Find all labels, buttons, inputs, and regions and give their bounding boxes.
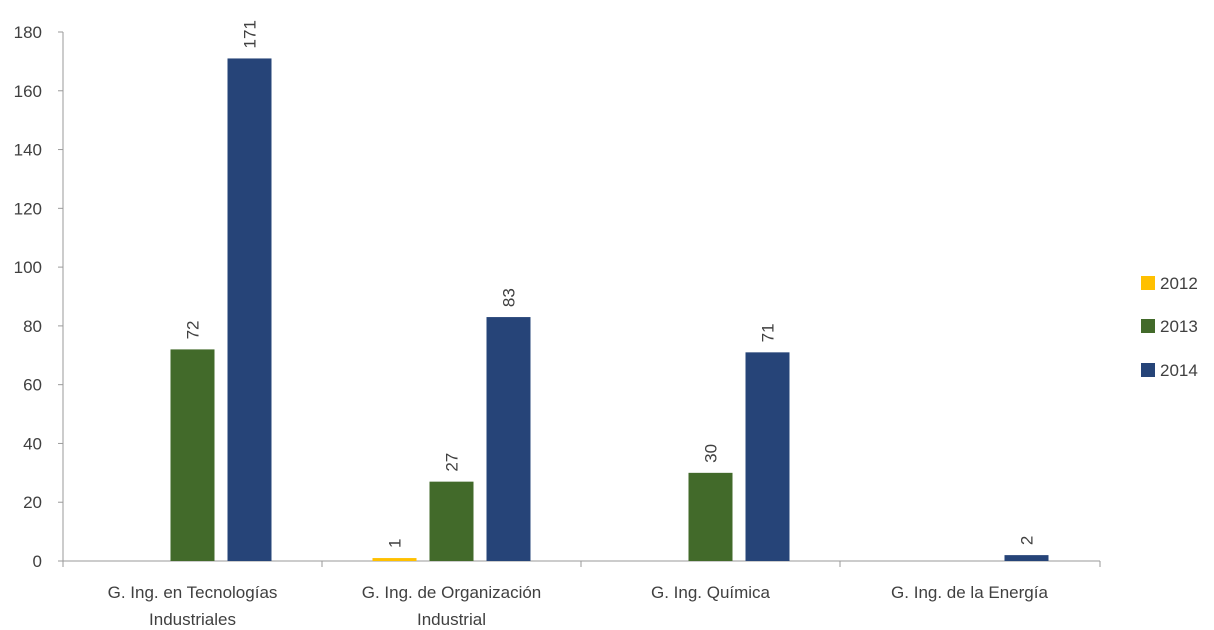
data-label: 30	[702, 444, 721, 463]
data-label: 171	[241, 20, 260, 48]
x-axis: G. Ing. en Tecnologías Industriales G. Ing…	[62, 560, 1101, 629]
legend-label-2014: 2014	[1160, 361, 1198, 380]
data-label: 71	[759, 323, 778, 342]
legend-swatch-2012	[1141, 276, 1155, 290]
bar-2014	[745, 352, 790, 561]
x-category-label: G. Ing. de la Energía	[891, 583, 1048, 602]
data-label: 83	[500, 288, 519, 307]
legend-label-2012: 2012	[1160, 274, 1198, 293]
legend-swatch-2013	[1141, 319, 1155, 333]
x-category-label: Industrial	[417, 610, 486, 629]
x-category-label: Industriales	[149, 610, 236, 629]
data-label: 72	[184, 320, 203, 339]
bar-2012	[372, 558, 417, 561]
y-tick-label: 20	[23, 493, 42, 512]
data-label: 2	[1018, 536, 1037, 545]
x-category-label: G. Ing. de Organización	[362, 583, 542, 602]
y-tick-label: 120	[14, 199, 42, 218]
data-label: 27	[443, 453, 462, 472]
y-tick-label: 100	[14, 258, 42, 277]
x-category-label: G. Ing. Química	[651, 583, 771, 602]
bar-2013	[429, 481, 474, 561]
bar-2014	[227, 58, 272, 561]
legend: 2012 2013 2014	[1141, 274, 1198, 380]
bar-2014	[1004, 555, 1049, 561]
legend-label-2013: 2013	[1160, 317, 1198, 336]
y-tick-label: 140	[14, 141, 42, 160]
y-tick-label: 60	[23, 376, 42, 395]
y-tick-label: 160	[14, 82, 42, 101]
legend-swatch-2014	[1141, 363, 1155, 377]
y-tick-label: 80	[23, 317, 42, 336]
bar-2013	[688, 472, 733, 561]
bars	[170, 58, 1049, 561]
bar-2013	[170, 349, 215, 561]
y-tick-label: 0	[33, 552, 42, 571]
data-label: 1	[386, 539, 405, 548]
y-axis: 0 20 40 60 80 100 120 140 160 180	[14, 23, 64, 571]
y-tick-label: 180	[14, 23, 42, 42]
x-category-label: G. Ing. en Tecnologías	[108, 583, 278, 602]
y-tick-label: 40	[23, 434, 42, 453]
bar-2014	[486, 317, 531, 561]
